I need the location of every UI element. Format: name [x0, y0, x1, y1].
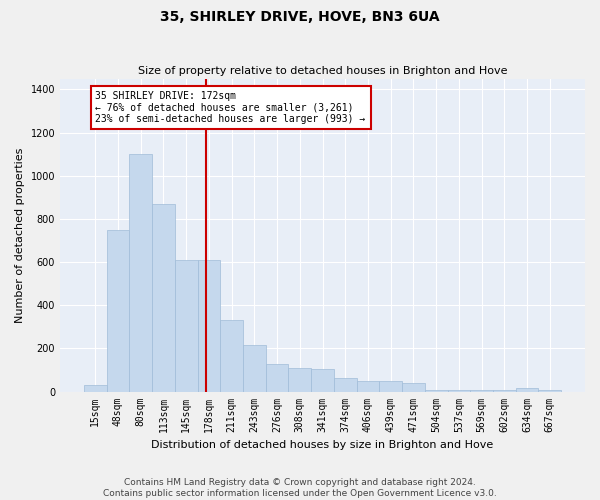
Bar: [538, 390, 561, 392]
Bar: [493, 390, 515, 392]
Bar: [425, 390, 448, 392]
Bar: [515, 388, 538, 392]
Bar: [197, 260, 220, 392]
Y-axis label: Number of detached properties: Number of detached properties: [15, 148, 25, 323]
Title: Size of property relative to detached houses in Brighton and Hove: Size of property relative to detached ho…: [138, 66, 507, 76]
Bar: [243, 345, 266, 392]
Bar: [266, 364, 289, 392]
Bar: [334, 378, 356, 392]
Bar: [107, 230, 130, 392]
X-axis label: Distribution of detached houses by size in Brighton and Hove: Distribution of detached houses by size …: [151, 440, 494, 450]
Bar: [356, 381, 379, 392]
Text: 35 SHIRLEY DRIVE: 172sqm
← 76% of detached houses are smaller (3,261)
23% of sem: 35 SHIRLEY DRIVE: 172sqm ← 76% of detach…: [95, 90, 366, 124]
Bar: [402, 383, 425, 392]
Bar: [379, 381, 402, 392]
Bar: [84, 385, 107, 392]
Text: 35, SHIRLEY DRIVE, HOVE, BN3 6UA: 35, SHIRLEY DRIVE, HOVE, BN3 6UA: [160, 10, 440, 24]
Text: Contains HM Land Registry data © Crown copyright and database right 2024.
Contai: Contains HM Land Registry data © Crown c…: [103, 478, 497, 498]
Bar: [130, 154, 152, 392]
Bar: [470, 390, 493, 392]
Bar: [311, 369, 334, 392]
Bar: [220, 320, 243, 392]
Bar: [152, 204, 175, 392]
Bar: [175, 260, 197, 392]
Bar: [448, 390, 470, 392]
Bar: [289, 368, 311, 392]
